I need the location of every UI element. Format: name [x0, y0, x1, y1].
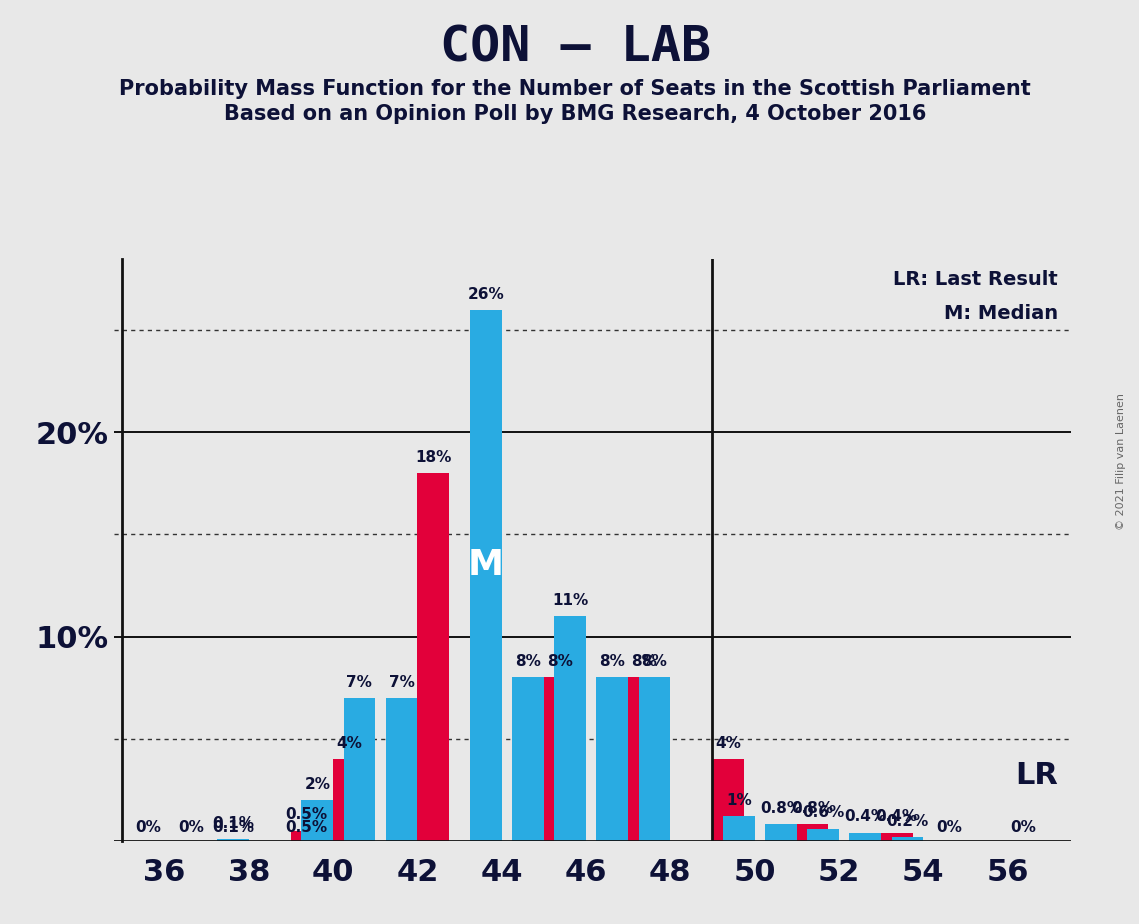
Text: 0.4%: 0.4%: [876, 809, 918, 824]
Bar: [333, 760, 364, 841]
Text: CON – LAB: CON – LAB: [440, 23, 711, 71]
Text: 0%: 0%: [136, 820, 162, 834]
Bar: [628, 677, 659, 841]
Text: 0.6%: 0.6%: [802, 806, 844, 821]
Text: 0.1%: 0.1%: [212, 820, 254, 834]
Bar: [765, 824, 796, 841]
Bar: [796, 824, 828, 841]
Text: 2%: 2%: [304, 777, 330, 792]
Text: Probability Mass Function for the Number of Seats in the Scottish Parliament: Probability Mass Function for the Number…: [120, 79, 1031, 99]
Bar: [712, 760, 744, 841]
Bar: [290, 831, 322, 841]
Text: 0%: 0%: [936, 820, 962, 834]
Text: 0.8%: 0.8%: [760, 801, 802, 816]
Text: Based on an Opinion Poll by BMG Research, 4 October 2016: Based on an Opinion Poll by BMG Research…: [224, 104, 926, 125]
Text: LR: LR: [1015, 761, 1058, 790]
Bar: [417, 473, 449, 841]
Text: 26%: 26%: [467, 286, 505, 301]
Bar: [344, 698, 375, 841]
Bar: [892, 837, 923, 841]
Text: 0.5%: 0.5%: [286, 820, 328, 834]
Bar: [850, 833, 880, 841]
Text: 1%: 1%: [726, 793, 752, 808]
Bar: [302, 800, 333, 841]
Bar: [723, 816, 754, 841]
Text: 4%: 4%: [715, 736, 741, 751]
Text: M: M: [468, 548, 503, 582]
Text: 8%: 8%: [599, 654, 625, 669]
Bar: [543, 677, 575, 841]
Text: 18%: 18%: [415, 450, 451, 465]
Text: 8%: 8%: [641, 654, 667, 669]
Bar: [218, 839, 248, 841]
Text: 0%: 0%: [1010, 820, 1036, 834]
Text: 4%: 4%: [336, 736, 362, 751]
Text: 8%: 8%: [515, 654, 541, 669]
Text: 0.4%: 0.4%: [844, 809, 886, 824]
Text: © 2021 Filip van Laenen: © 2021 Filip van Laenen: [1116, 394, 1125, 530]
Text: LR: Last Result: LR: Last Result: [893, 270, 1058, 288]
Text: 7%: 7%: [388, 675, 415, 689]
Bar: [555, 616, 585, 841]
Text: 0.2%: 0.2%: [886, 814, 928, 829]
Text: M: Median: M: Median: [944, 304, 1058, 323]
Bar: [597, 677, 628, 841]
Bar: [470, 310, 501, 841]
Bar: [513, 677, 543, 841]
Text: 0.5%: 0.5%: [286, 808, 328, 822]
Bar: [808, 829, 838, 841]
Bar: [639, 677, 670, 841]
Bar: [386, 698, 417, 841]
Text: 8%: 8%: [631, 654, 657, 669]
Text: 7%: 7%: [346, 675, 372, 689]
Text: 0.1%: 0.1%: [212, 816, 254, 831]
Text: 0%: 0%: [178, 820, 204, 834]
Bar: [880, 833, 912, 841]
Text: 0.8%: 0.8%: [792, 801, 834, 816]
Text: 8%: 8%: [547, 654, 573, 669]
Text: 11%: 11%: [552, 593, 588, 608]
